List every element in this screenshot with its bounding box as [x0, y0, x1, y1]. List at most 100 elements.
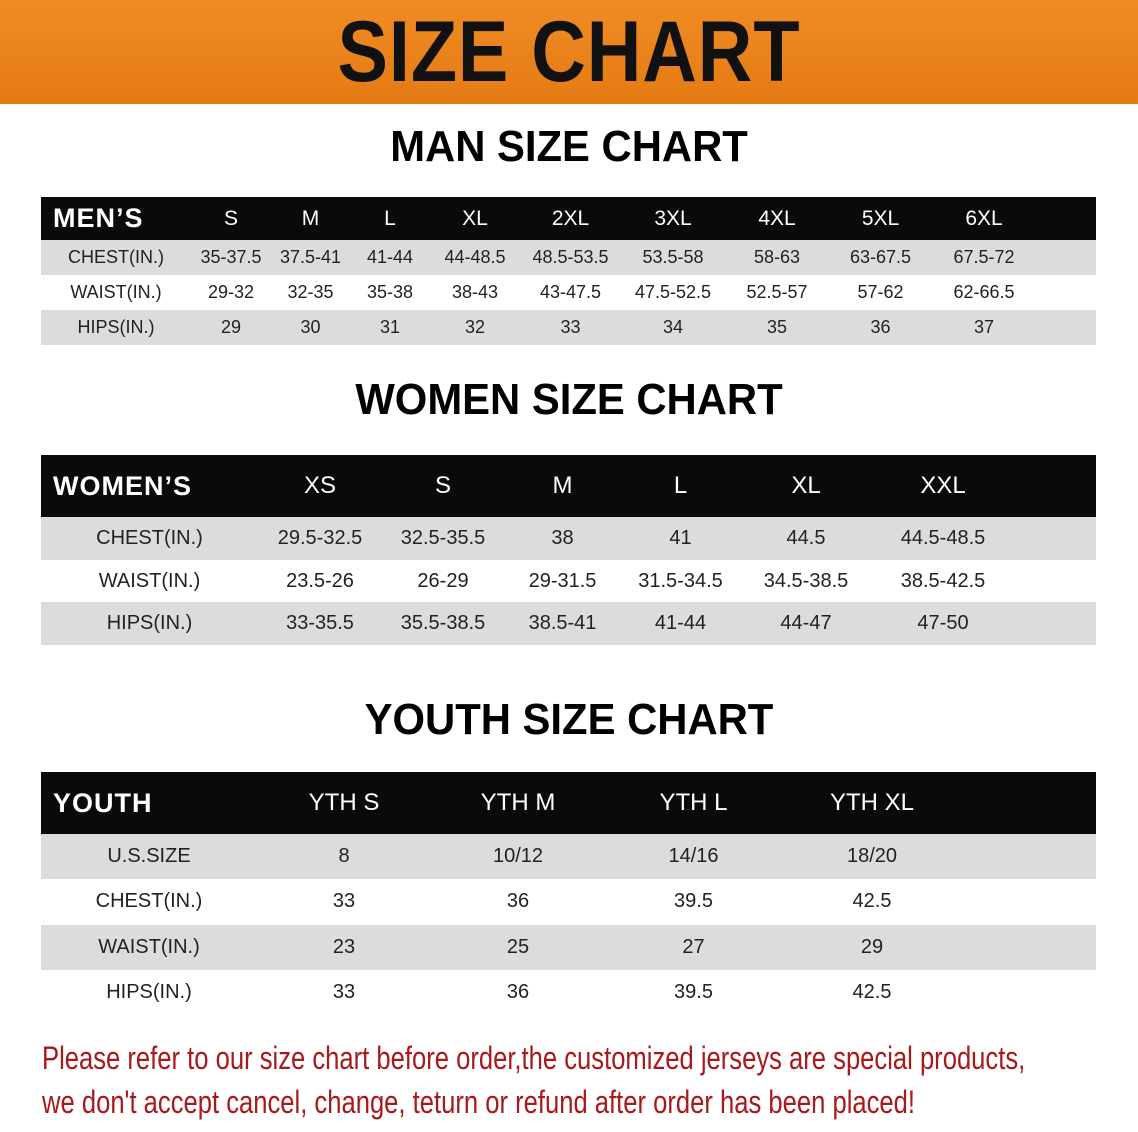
measurement-cell: 58-63	[753, 247, 801, 267]
women-section-title: WOMEN SIZE CHART	[355, 375, 783, 424]
measurement-cell: 67.5-72	[953, 247, 1015, 267]
measurement-cell: 41	[669, 526, 692, 549]
size-header-cell: YTH S	[308, 789, 380, 816]
measurement-cell: 36	[506, 890, 530, 913]
men-size-table: MEN’S S M L XL 2XL 3XL 4XL 5XL 6XL CHEST(IN.) 35-37…	[41, 197, 1096, 345]
table-row: HIPS(IN.) 33 36 39.5 42.5	[41, 969, 1096, 1016]
measurement-cell: 34	[662, 317, 684, 337]
measurement-cell: 42.5	[852, 890, 892, 913]
measurement-cell: 35-38	[366, 282, 414, 302]
order-policy-note: Please refer to our size chart before or…	[42, 1036, 1098, 1124]
measurement-cell: 23.5-26	[286, 569, 354, 592]
size-header-cell: M	[552, 472, 573, 499]
youth-section-title: YOUTH SIZE CHART	[364, 695, 774, 744]
youth-size-table: YOUTH YTH S YTH M YTH L YTH XL U.S.SIZE 8 10/12…	[41, 772, 1096, 1016]
size-header-cell: S	[223, 206, 238, 230]
measurement-cell: 29-32	[207, 282, 255, 302]
measurement-cell: 35	[766, 317, 788, 337]
table-row: CHEST(IN.) 33 36 39.5 42.5	[41, 879, 1096, 925]
measurement-cell: 39.5	[674, 890, 713, 913]
measurement-cell: 29	[220, 317, 242, 337]
row-label: WAIST(IN.)	[70, 282, 162, 302]
measurement-cell: 35.5-38.5	[400, 612, 486, 635]
measurement-cell: 44.5-48.5	[900, 526, 986, 549]
measurement-cell: 42.5	[852, 981, 892, 1004]
measurement-cell: 39.5	[674, 981, 713, 1004]
table-row: HIPS(IN.) 29 30 31 32 33 34 35 36 37	[41, 310, 1096, 345]
size-header-cell: L	[673, 472, 688, 499]
row-label: CHEST(IN.)	[68, 247, 164, 267]
size-header-cell: YTH M	[480, 789, 556, 816]
measurement-cell: 33	[332, 890, 356, 913]
measurement-cell: 25	[506, 935, 530, 958]
measurement-cell: 44.5	[786, 526, 826, 549]
note-line-1: Please refer to our size chart before or…	[42, 1040, 1026, 1076]
measurement-cell: 32.5-35.5	[400, 526, 486, 549]
size-header-cell: XL	[462, 206, 488, 230]
measurement-cell: 43-47.5	[539, 282, 602, 302]
measurement-cell: 8	[338, 845, 350, 868]
measurement-cell: 29	[860, 935, 884, 958]
measurement-cell: 34.5-38.5	[763, 569, 849, 592]
measurement-cell: 52.5-57	[746, 282, 808, 302]
table-row: WAIST(IN.) 29-32 32-35 35-38 38-43 43-47.5 47.…	[41, 275, 1096, 310]
row-label: CHEST(IN.)	[96, 526, 203, 549]
size-header-cell: XXL	[920, 472, 966, 499]
measurement-cell: 33	[560, 317, 581, 337]
measurement-cell: 41-44	[654, 612, 707, 635]
row-label: HIPS(IN.)	[77, 317, 155, 337]
size-header-cell: 6XL	[965, 206, 1003, 230]
size-header-cell: L	[384, 206, 396, 230]
table-row: CHEST(IN.) 35-37.5 37.5-41 41-44 44-48.5 48.5…	[41, 240, 1096, 275]
size-header-cell: 2XL	[551, 206, 590, 230]
size-header-cell: 4XL	[758, 206, 796, 230]
measurement-cell: 36	[870, 317, 891, 337]
measurement-cell: 36	[506, 981, 530, 1004]
table-header-row: YOUTH YTH S YTH M YTH L YTH XL	[41, 772, 1096, 834]
measurement-cell: 44-47	[780, 612, 832, 635]
size-header-cell: S	[434, 472, 451, 499]
measurement-cell: 32	[464, 317, 486, 337]
row-label: HIPS(IN.)	[106, 612, 193, 635]
note-line-2: we don't accept cancel, change, teturn o…	[42, 1084, 915, 1120]
measurement-cell: 38-43	[451, 282, 499, 302]
measurement-cell: 32-35	[287, 282, 334, 302]
measurement-cell: 37	[973, 317, 995, 337]
table-row: HIPS(IN.) 33-35.5 35.5-38.5 38.5-41 41-44 44-…	[41, 602, 1096, 646]
measurement-cell: 47-50	[917, 612, 969, 635]
table-header-row: MEN’S S M L XL 2XL 3XL 4XL 5XL 6XL	[41, 197, 1096, 240]
table-row: WAIST(IN.) 23 25 27 29	[41, 924, 1096, 970]
table-header-label: YOUTH	[53, 787, 153, 818]
row-label: HIPS(IN.)	[106, 981, 192, 1004]
measurement-cell: 33	[332, 981, 356, 1004]
measurement-cell: 38.5-42.5	[900, 569, 986, 592]
measurement-cell: 62-66.5	[953, 282, 1015, 302]
table-row: CHEST(IN.) 29.5-32.5 32.5-35.5 38 41 44.5 44.5…	[41, 517, 1096, 560]
measurement-cell: 29-31.5	[528, 569, 597, 592]
measurement-cell: 31.5-34.5	[638, 569, 723, 592]
banner-title: SIZE CHART	[337, 3, 801, 100]
row-label: CHEST(IN.)	[95, 890, 203, 913]
size-header-cell: YTH XL	[829, 789, 915, 816]
size-header-cell: XS	[303, 472, 336, 499]
measurement-cell: 18/20	[846, 845, 898, 868]
measurement-cell: 14/16	[668, 845, 719, 868]
measurement-cell: 10/12	[492, 845, 544, 868]
table-header-label: WOMEN’S	[53, 470, 192, 501]
women-size-table: WOMEN’S XS S M L XL XXL CHEST(IN.) 29.5-32.5 32.5…	[41, 455, 1096, 646]
measurement-cell: 63-67.5	[849, 247, 912, 267]
row-label: WAIST(IN.)	[98, 569, 201, 592]
measurement-cell: 57-62	[857, 282, 904, 302]
measurement-cell: 31	[379, 317, 401, 337]
table-row: WAIST(IN.) 23.5-26 26-29 29-31.5 31.5-34.5 34…	[41, 559, 1096, 603]
measurement-cell: 26-29	[417, 569, 469, 592]
measurement-cell: 41-44	[366, 247, 414, 267]
measurement-cell: 47.5-52.5	[634, 282, 712, 302]
measurement-cell: 23	[332, 935, 356, 958]
measurement-cell: 38.5-41	[528, 612, 597, 635]
measurement-cell: 53.5-58	[642, 247, 704, 267]
table-header-label: MEN’S	[53, 203, 144, 233]
measurement-cell: 37.5-41	[279, 247, 342, 267]
measurement-cell: 44-48.5	[444, 247, 506, 267]
measurement-cell: 38	[551, 526, 574, 549]
